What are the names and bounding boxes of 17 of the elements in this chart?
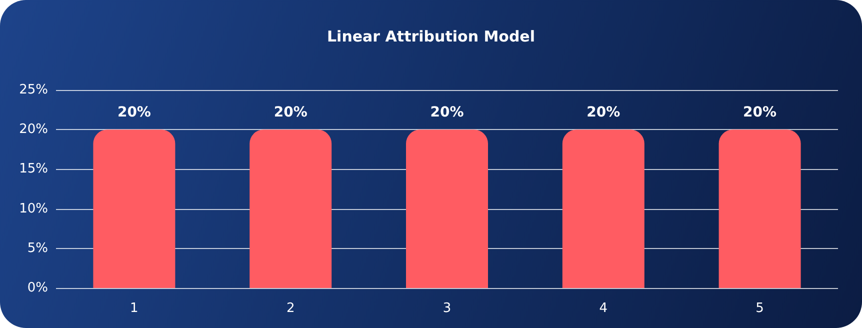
data-label: 20%	[586, 104, 620, 121]
x-tick-label: 3	[442, 301, 452, 316]
y-tick-label: 25%	[19, 82, 48, 98]
data-label: 20%	[274, 104, 308, 121]
y-tick-label: 5%	[27, 240, 48, 256]
data-label: 20%	[117, 104, 151, 121]
y-tick-label: 20%	[19, 122, 48, 138]
x-tick-label: 2	[286, 301, 295, 316]
y-tick-label: 10%	[19, 201, 48, 216]
x-tick-label: 5	[756, 301, 764, 316]
x-tick-label: 1	[130, 301, 138, 316]
y-tick-label: 0%	[27, 280, 48, 296]
data-label: 20%	[430, 104, 464, 121]
data-label: 20%	[743, 104, 777, 121]
y-tick-label: 15%	[19, 162, 48, 177]
x-tick-label: 4	[599, 301, 608, 316]
chart-title: Linear Attribution Model	[326, 28, 536, 46]
